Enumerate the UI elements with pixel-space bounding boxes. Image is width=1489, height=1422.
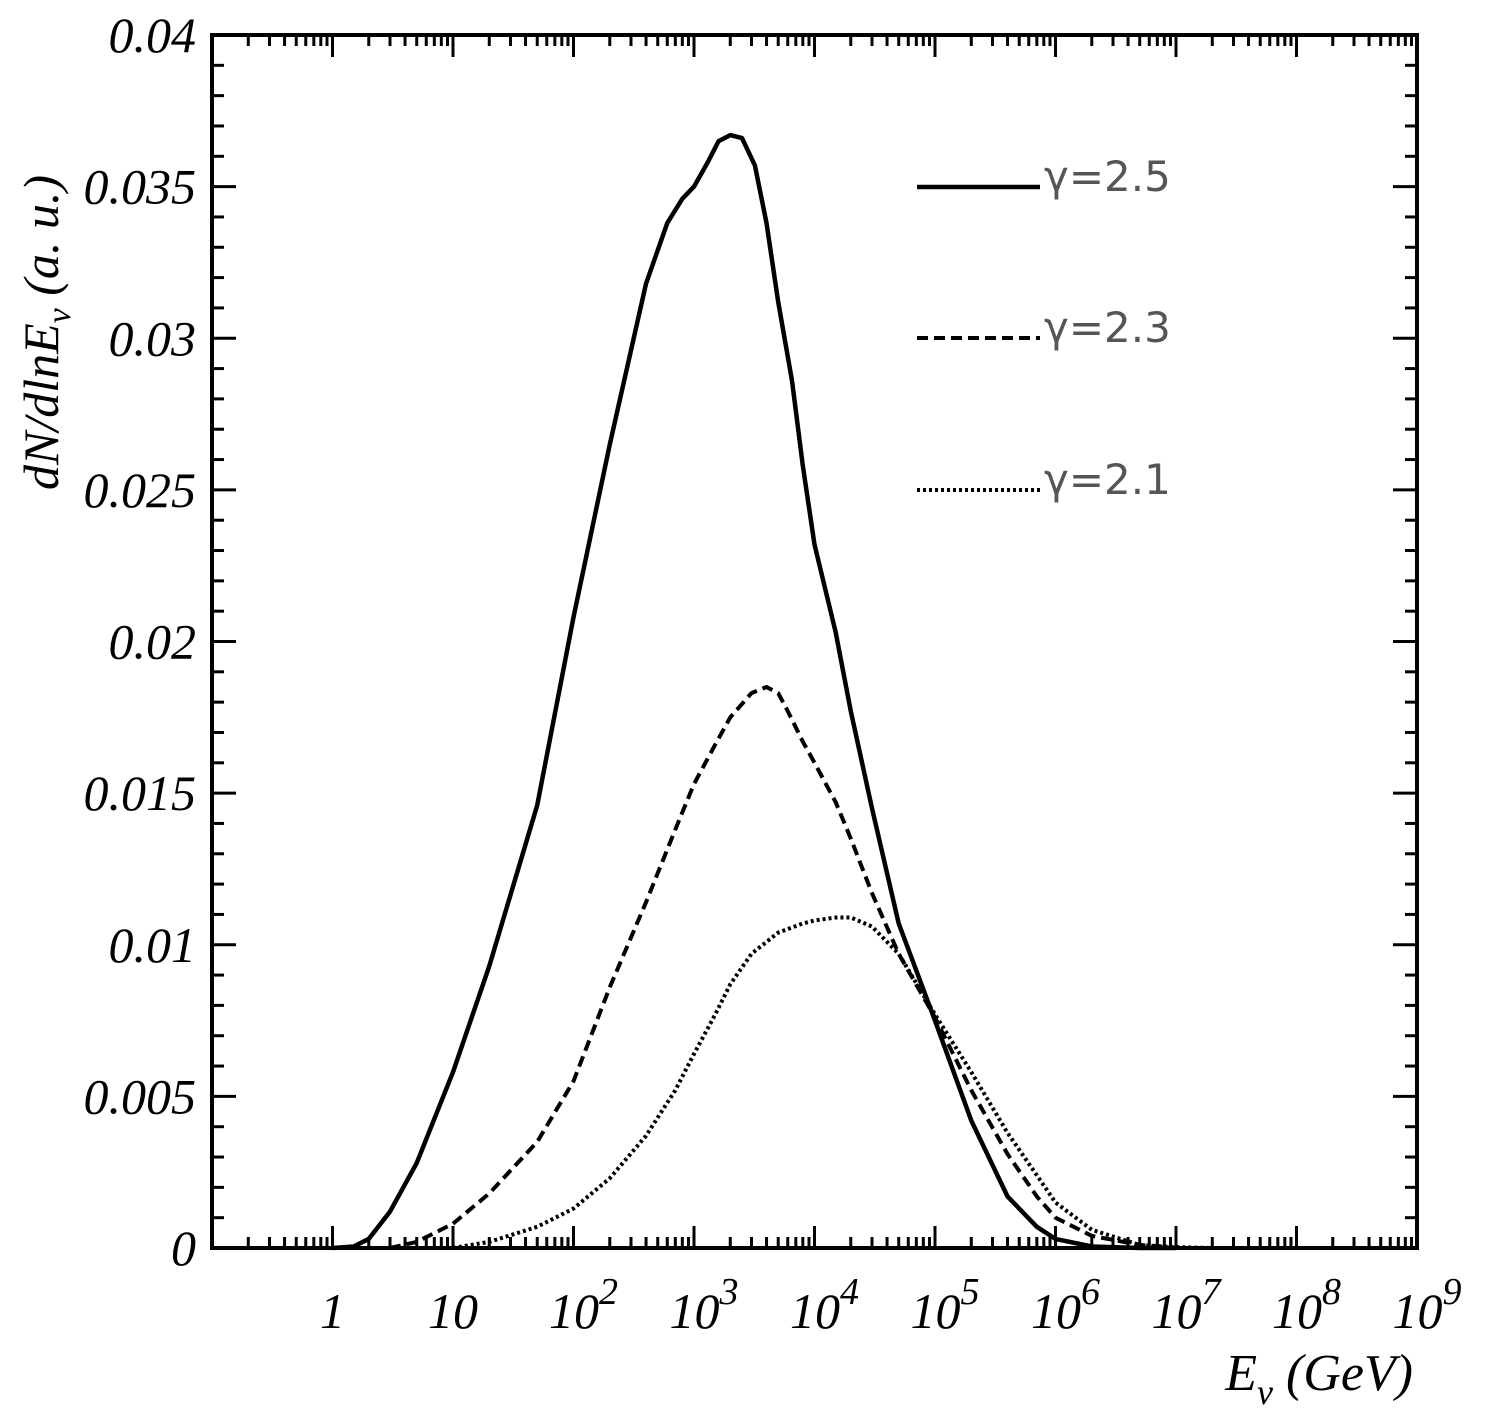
x-axis-label-main: E: [1224, 1345, 1257, 1402]
x-axis-label-sub: ν: [1257, 1372, 1273, 1412]
x-tick-label-exp: 9: [1443, 1271, 1462, 1313]
x-tick-label: 10: [428, 1283, 478, 1339]
x-tick-label-base: 10: [1031, 1283, 1081, 1339]
y-tick-label: 0.015: [84, 765, 197, 821]
y-axis-label-unit: (a. u.): [13, 175, 69, 308]
x-tick-label: 107: [1152, 1271, 1223, 1339]
x-tick-label-exp: 4: [840, 1271, 859, 1313]
x-axis-label: Eν (GeV): [1224, 1345, 1413, 1412]
x-tick-label: 1: [320, 1283, 345, 1339]
series-lines: [332, 132, 1213, 1251]
x-tick-label: 102: [549, 1271, 618, 1339]
y-tick-label: 0.005: [84, 1068, 197, 1124]
x-tick-label-exp: 3: [719, 1271, 739, 1313]
y-tick-labels: 0 0.005 0.01 0.015 0.02 0.025 0.03 0.035 0.04: [84, 7, 197, 1276]
x-tick-label: 106: [1031, 1271, 1100, 1339]
y-tick-label: 0.01: [109, 917, 197, 973]
y-tick-label: 0.03: [109, 310, 197, 366]
y-axis-label: dN/dlnEν (a. u.): [13, 175, 78, 490]
series-line-solid: [332, 132, 1176, 1251]
x-tick-label: 109: [1393, 1271, 1462, 1339]
series-line-dotted: [452, 915, 1213, 1250]
x-tick-label-base: 10: [790, 1283, 840, 1339]
x-tick-label-base: 10: [1152, 1283, 1202, 1339]
x-tick-label-base: 10: [670, 1283, 720, 1339]
x-tick-label-exp: 5: [961, 1271, 980, 1313]
x-tick-label-base: 10: [549, 1283, 599, 1339]
y-axis-label-main: dN/dlnE: [13, 323, 69, 490]
legend-label: γ=2.5: [1044, 152, 1171, 201]
x-tick-label-base: 10: [911, 1283, 961, 1339]
legend-label: γ=2.3: [1044, 303, 1171, 352]
x-tick-labels: 1 10 102 103 104 105 106 107 108 109: [320, 1271, 1462, 1339]
y-tick-label: 0.025: [84, 462, 197, 518]
x-tick-label-exp: 2: [599, 1271, 618, 1313]
y-axis-label-sub: ν: [41, 307, 78, 323]
x-tick-label-base: 10: [1272, 1283, 1322, 1339]
plot-frame: [210, 33, 1419, 1250]
x-tick-label-exp: 8: [1322, 1271, 1341, 1313]
y-tick-label: 0.02: [109, 614, 197, 670]
x-tick-label: 103: [670, 1271, 739, 1339]
x-axis-label-unit: (GeV): [1273, 1345, 1413, 1402]
x-tick-label-exp: 6: [1081, 1271, 1100, 1313]
x-tick-label-exp: 7: [1202, 1271, 1223, 1313]
x-tick-label-base: 10: [1393, 1283, 1443, 1339]
legend-label: γ=2.1: [1044, 455, 1171, 504]
y-tick-label: 0.04: [109, 7, 197, 63]
x-tick-label: 108: [1272, 1271, 1341, 1339]
series-line-dashed: [389, 685, 1177, 1250]
x-tick-label: 105: [911, 1271, 980, 1339]
legend: γ=2.5 γ=2.3 γ=2.1: [917, 152, 1171, 504]
y-tick-label: 0: [171, 1220, 196, 1276]
y-tick-label: 0.035: [84, 159, 197, 215]
x-tick-label: 104: [790, 1271, 859, 1339]
